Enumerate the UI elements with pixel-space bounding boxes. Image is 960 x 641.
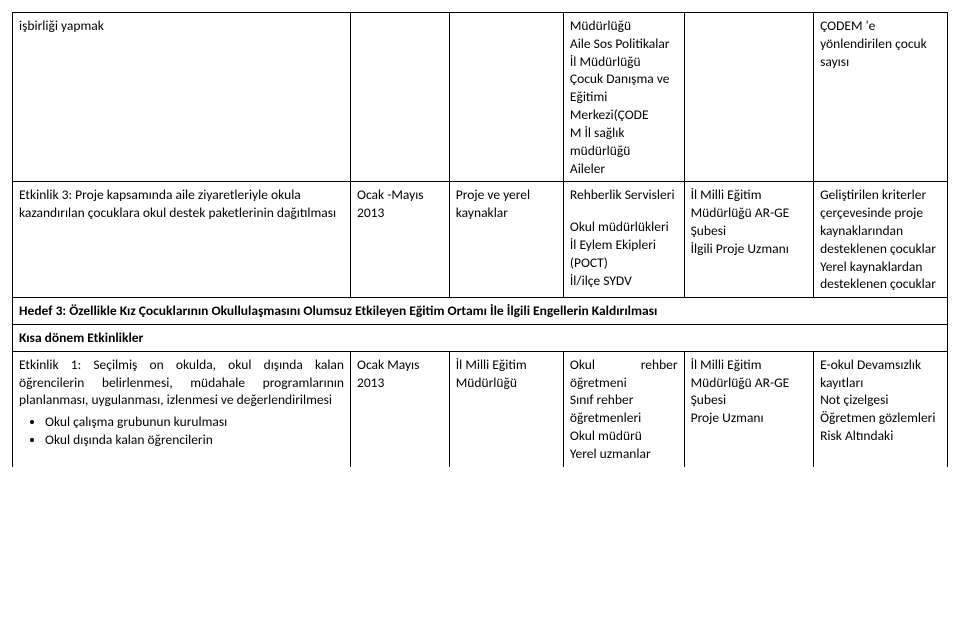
text: işbirliği yapmak (19, 17, 104, 34)
goal-heading-row: Hedef 3: Özellikle Kız Çocuklarının Okul… (13, 298, 948, 325)
cell-empty (351, 13, 450, 182)
cell-activity: Etkinlik 3: Proje kapsamında aile ziyare… (13, 182, 351, 298)
subheading-cell: Kısa dönem Etkinlikler (13, 325, 948, 352)
text: Etkinlik 1: Seçilmiş on okulda, okul dış… (19, 356, 344, 409)
cell-responsible: İl Milli Eğitim Müdürlüğü AR-GE Şubesi P… (684, 351, 813, 466)
text: Proje ve yerel kaynaklar (456, 186, 530, 221)
goal-heading-cell: Hedef 3: Özellikle Kız Çocuklarının Okul… (13, 298, 948, 325)
text: Okul müdürlükleri İl Eylem Ekipleri (POC… (570, 218, 678, 289)
text: ÇODEM 'e yönlendirilen çocuk sayısı (820, 17, 941, 70)
text: Etkinlik 3: Proje kapsamında aile ziyare… (19, 186, 336, 221)
list-item: Okul çalışma grubunun kurulması (45, 413, 344, 431)
cell-partners: Müdürlüğü Aile Sos Politikalar İl Müdürl… (563, 13, 684, 182)
cell-activity: Etkinlik 1: Seçilmiş on okulda, okul dış… (13, 351, 351, 466)
text: öğretmeni Sınıf rehber öğretmenleri Okul… (570, 374, 678, 463)
text: Okul çalışma grubunun kurulması (45, 413, 227, 430)
text: E-okul Devamsızlık kayıtları Not çizelge… (820, 356, 941, 445)
cell-partners: Rehberlik Servisleri Okul müdürlükleri İ… (563, 182, 684, 298)
main-table: işbirliği yapmak Müdürlüğü Aile Sos Poli… (12, 12, 948, 467)
text: Ocak Mayıs 2013 (357, 356, 419, 391)
cell-empty (449, 13, 563, 182)
text: Kısa dönem Etkinlikler (19, 329, 143, 346)
text: İl Milli Eğitim Müdürlüğü AR-GE Şubesi P… (691, 356, 807, 427)
text: Ocak -Mayıs 2013 (357, 186, 424, 221)
text: Okul (570, 356, 595, 374)
text: İl Milli Eğitim Müdürlüğü AR-GE Şubesi İ… (691, 186, 807, 257)
cell-date: Ocak Mayıs 2013 (351, 351, 450, 466)
cell-indicator: ÇODEM 'e yönlendirilen çocuk sayısı (814, 13, 948, 182)
bullet-list: Okul çalışma grubunun kurulması Okul dış… (19, 413, 344, 449)
document-page: işbirliği yapmak Müdürlüğü Aile Sos Poli… (0, 0, 960, 641)
cell-partners: Okul rehber öğretmeni Sınıf rehber öğret… (563, 351, 684, 466)
table-row: Etkinlik 3: Proje kapsamında aile ziyare… (13, 182, 948, 298)
cell-responsible-unit: İl Milli Eğitim Müdürlüğü (449, 351, 563, 466)
cell-resources: Proje ve yerel kaynaklar (449, 182, 563, 298)
subheading-row: Kısa dönem Etkinlikler (13, 325, 948, 352)
text: Geliştirilen kriterler çerçevesinde proj… (820, 186, 941, 293)
text: Rehberlik Servisleri (570, 186, 678, 204)
cell-indicator: Geliştirilen kriterler çerçevesinde proj… (814, 182, 948, 298)
table-row: Etkinlik 1: Seçilmiş on okulda, okul dış… (13, 351, 948, 466)
table-row: işbirliği yapmak Müdürlüğü Aile Sos Poli… (13, 13, 948, 182)
text: Okul dışında kalan öğrencilerin (45, 431, 213, 448)
text: İl Milli Eğitim Müdürlüğü (456, 356, 527, 391)
cell-indicator: E-okul Devamsızlık kayıtları Not çizelge… (814, 351, 948, 466)
text: Okul rehber (570, 356, 678, 374)
cell-responsible: İl Milli Eğitim Müdürlüğü AR-GE Şubesi İ… (684, 182, 813, 298)
text: rehber (641, 356, 678, 374)
list-item: Okul dışında kalan öğrencilerin (45, 431, 344, 449)
text: Müdürlüğü Aile Sos Politikalar İl Müdürl… (570, 17, 678, 177)
cell-activity: işbirliği yapmak (13, 13, 351, 182)
text: Hedef 3: Özellikle Kız Çocuklarının Okul… (19, 302, 657, 319)
cell-date: Ocak -Mayıs 2013 (351, 182, 450, 298)
cell-empty (684, 13, 813, 182)
